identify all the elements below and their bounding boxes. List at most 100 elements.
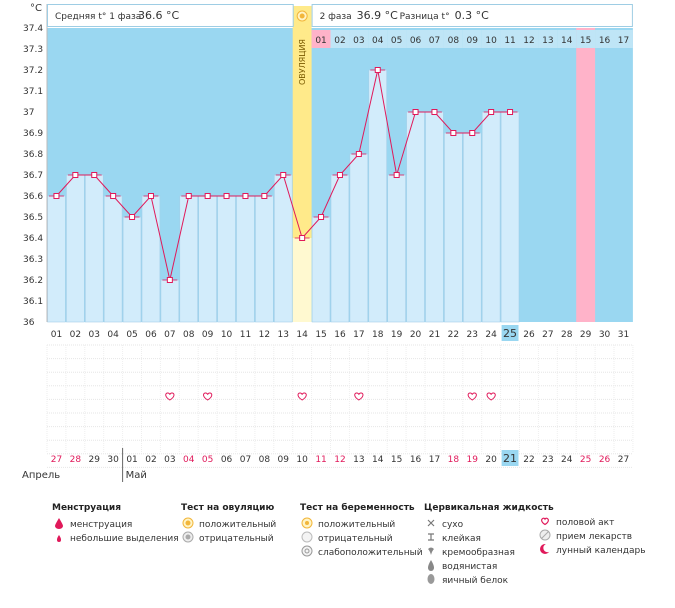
day-label: 31 <box>618 330 629 340</box>
test-negative-icon <box>181 531 195 548</box>
y-tick-label: 37.2 <box>23 66 43 76</box>
cycle-day-label: 01 <box>315 36 326 46</box>
y-tick-label: 37.3 <box>23 45 43 55</box>
legend-title: Тест на беременность <box>300 503 415 513</box>
cycle-day-cell <box>462 30 482 48</box>
cycle-day-cell <box>500 30 520 48</box>
date-label: 06 <box>221 455 233 465</box>
intercourse-heart-icon <box>203 392 213 401</box>
legend-title: Менструация <box>52 503 121 513</box>
day-label: 07 <box>164 330 175 340</box>
temp-bar <box>500 111 520 323</box>
day-label: 24 <box>485 330 497 340</box>
cycle-day-cell <box>311 30 331 48</box>
legend-title: Тест на овуляцию <box>181 503 275 513</box>
day-label: 21 <box>429 330 440 340</box>
temperature-point <box>204 193 211 199</box>
temp-bar <box>122 216 142 323</box>
legend-label: сухо <box>442 520 464 530</box>
y-tick-label: 36 <box>23 318 35 328</box>
date-label: 12 <box>334 455 345 465</box>
cycle-day-label: 13 <box>542 36 553 46</box>
cycle-day-cell <box>595 30 614 48</box>
legend-pregnancy-test: Тест на беременность положительный отриц… <box>300 502 423 560</box>
temp-bar <box>330 174 350 323</box>
legend-label: слабоположительный <box>318 548 423 558</box>
temp-bar <box>217 195 236 323</box>
legend-label: менструация <box>70 520 133 530</box>
day-label: 08 <box>183 330 195 340</box>
temp-bar <box>444 132 463 323</box>
date-label: 14 <box>372 455 384 465</box>
date-label: 02 <box>145 455 156 465</box>
date-label: 24 <box>561 455 573 465</box>
cycle-day-cell <box>387 30 407 48</box>
legend-label: клейкая <box>442 534 481 544</box>
pink-day-column <box>576 28 596 322</box>
y-tick-label: 37.1 <box>23 87 43 97</box>
legend-label: водянистая <box>442 562 498 572</box>
diff-label: Разница t° <box>400 12 450 22</box>
legend-item: яичный белок <box>424 573 554 588</box>
temperature-point <box>185 193 192 199</box>
legend-label: отрицательный <box>199 534 274 544</box>
date-label: 15 <box>391 455 402 465</box>
today-date-cell <box>501 450 519 466</box>
cycle-day-label: 07 <box>429 36 440 46</box>
date-label: 29 <box>89 455 101 465</box>
day-label: 17 <box>353 330 364 340</box>
diff-value: 0.3 °C <box>455 9 489 22</box>
cycle-day-cell <box>576 30 596 48</box>
legend-menstruation: Менструация менструация небольшие выделе… <box>52 502 179 546</box>
y-axis-unit: °C <box>30 3 42 14</box>
intercourse-heart-icon <box>297 392 307 401</box>
legend-label: положительный <box>318 520 396 530</box>
y-tick-label: 37 <box>23 108 34 118</box>
temperature-point <box>166 277 173 283</box>
legend-item: водянистая <box>424 559 554 574</box>
legend-label: лунный календарь <box>556 546 646 556</box>
temperature-point <box>412 109 419 115</box>
cycle-day-label: 14 <box>561 36 573 46</box>
legend-cervical-fluid: Цервикальная жидкость сухо клейкая кремо… <box>424 502 554 588</box>
day-label: 02 <box>70 330 81 340</box>
drop-large-icon <box>52 517 66 534</box>
legend-item: сухо <box>424 518 554 532</box>
temp-bar <box>66 174 85 323</box>
y-tick-label: 36.2 <box>23 276 43 286</box>
legend-label: кремообразная <box>442 548 515 558</box>
legend-ovulation-test: Тест на овуляцию положительный отрицател… <box>181 502 276 546</box>
day-label: 13 <box>278 330 289 340</box>
y-tick-label: 36.4 <box>23 234 43 244</box>
temperature-point <box>393 172 400 178</box>
phase1-box <box>47 4 294 27</box>
temperature-point <box>53 193 60 199</box>
cycle-day-cell <box>425 30 444 48</box>
legend-item: лунный календарь <box>538 543 646 558</box>
dry-icon <box>424 518 438 533</box>
temperature-point <box>336 172 343 178</box>
legend-item: кремообразная <box>424 546 554 560</box>
date-label: 30 <box>107 455 119 465</box>
temp-bar <box>387 174 406 323</box>
cycle-day-label: 17 <box>618 36 629 46</box>
temp-bar <box>368 69 387 323</box>
cycle-day-cell <box>481 30 501 48</box>
y-tick-label: 36.8 <box>23 150 43 160</box>
legend-item: слабоположительный <box>300 545 423 560</box>
cycle-day-label: 10 <box>485 36 497 46</box>
day-label: 23 <box>467 330 478 340</box>
date-label: 22 <box>523 455 534 465</box>
legend-item: положительный <box>300 517 423 532</box>
day-label: 14 <box>296 330 308 340</box>
legend-label: прием лекарств <box>556 532 633 542</box>
temperature-point <box>318 214 325 220</box>
today-day-cell <box>501 325 519 341</box>
day-label: 16 <box>334 330 346 340</box>
cycle-day-label: 08 <box>448 36 460 46</box>
month-label: Апрель <box>22 470 60 481</box>
temperature-point <box>242 193 249 199</box>
phase2-box <box>311 4 633 27</box>
cycle-day-cell <box>443 30 463 48</box>
month-label: Май <box>126 470 147 481</box>
